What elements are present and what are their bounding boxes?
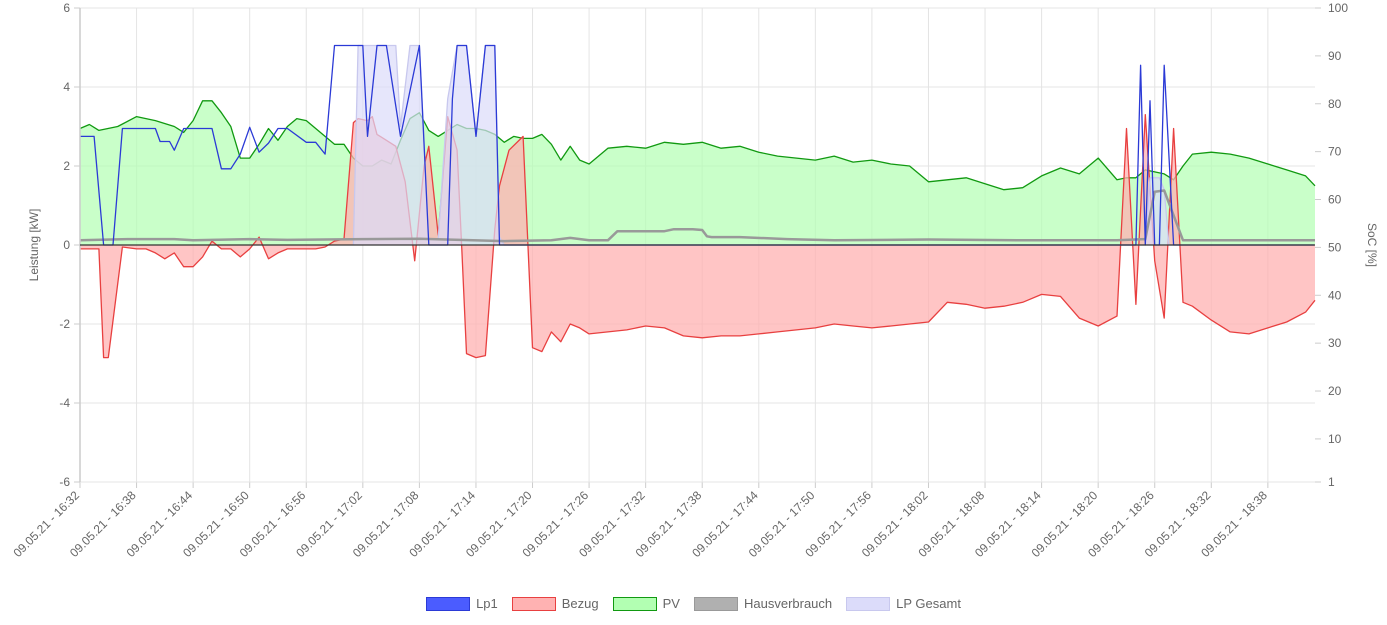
left-tick-label: 6: [63, 1, 70, 15]
left-tick-label: 4: [63, 80, 70, 94]
left-tick-label: -4: [59, 396, 70, 410]
legend-label-lp-gesamt: LP Gesamt: [896, 596, 961, 611]
legend-label-bezug: Bezug: [561, 596, 599, 611]
right-tick-label: 50: [1328, 240, 1342, 254]
right-tick-label: 70: [1328, 145, 1342, 159]
right-tick-label: 1: [1328, 475, 1335, 489]
right-tick-label: 90: [1328, 49, 1342, 63]
legend-label-hausverbrauch: Hausverbrauch: [743, 596, 833, 611]
legend-item-hausverbrauch[interactable]: Hausverbrauch: [693, 596, 833, 611]
chart-legend: Lp1 Bezug PV Hausverbrauch LP Gesamt: [0, 596, 1387, 611]
legend-item-bezug[interactable]: Bezug: [511, 596, 599, 611]
left-tick-label: -6: [59, 475, 70, 489]
right-tick-label: 30: [1328, 336, 1342, 350]
legend-swatch-pv: [612, 596, 657, 611]
legend-swatch-bezug: [511, 596, 556, 611]
series-line-bezug: [80, 113, 1316, 359]
legend-item-pv[interactable]: PV: [612, 596, 680, 611]
right-tick-label: 20: [1328, 384, 1342, 398]
legend-label-pv: PV: [662, 596, 680, 611]
left-tick-label: 0: [63, 238, 70, 252]
right-tick-label: 40: [1328, 288, 1342, 302]
legend-swatch-lp1: [426, 596, 471, 611]
legend-item-lp1[interactable]: Lp1: [426, 596, 498, 611]
legend-item-lp-gesamt[interactable]: LP Gesamt: [846, 596, 961, 611]
right-tick-label: 10: [1328, 432, 1342, 446]
right-tick-label: 100: [1328, 1, 1348, 15]
series-line-pv: [79, 100, 1316, 191]
legend-swatch-lp-gesamt: [846, 596, 891, 611]
left-tick-label: -2: [59, 317, 70, 331]
legend-label-lp1: Lp1: [476, 596, 498, 611]
right-tick-label: 60: [1328, 193, 1342, 207]
right-tick-label: 80: [1328, 97, 1342, 111]
y-axis-title-left: Leistung [kW]: [27, 209, 41, 282]
left-tick-label: 2: [63, 159, 70, 173]
legend-swatch-hausverbrauch: [693, 596, 738, 611]
y-axis-title-right: SoC [%]: [1365, 223, 1379, 267]
